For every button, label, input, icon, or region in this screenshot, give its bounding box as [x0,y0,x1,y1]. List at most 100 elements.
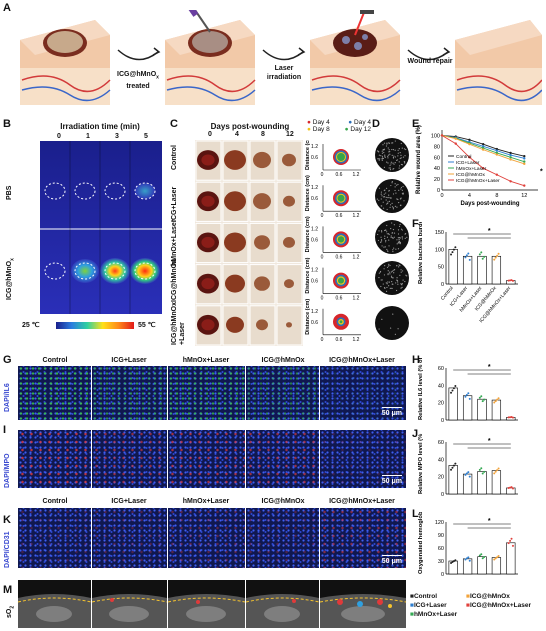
bacteria-colony [386,233,388,235]
bacteria-colony [383,246,385,248]
bar-y-tick: 20 [438,475,444,481]
day-legend: ● Day 4 ● Day 4 ● Day 8 ● Day 12 [307,119,371,133]
bacteria-colony [391,142,393,144]
bacteria-colony [389,168,392,171]
bacteria-colony [384,246,386,248]
bacteria-colony [400,142,402,145]
panel-label-i: I [3,424,7,436]
schematic-illustration [20,10,542,105]
bacteria-colony [400,271,402,273]
bacteria-colony [396,239,398,241]
bar-point [511,544,514,547]
bar [506,542,516,575]
bar-point [496,398,499,401]
chart-h-il6: 0 20 40 60 Relative IL6 level (% of DAPI) * [418,358,518,424]
bacteria-colony [384,156,386,159]
panel-label-a: A [3,2,11,14]
bacteria-colony [401,238,403,240]
bar-point [452,464,455,467]
bar-point [511,416,514,419]
bacteria-colony [390,235,392,237]
legend-icg-hmnox: ■ICG@hMnOx [466,593,510,600]
bacteria-colony [391,148,393,151]
bacteria-colony [392,228,395,231]
bar-point [454,385,457,388]
e-y-tick: 40 [434,166,440,172]
wound-spot [284,279,294,289]
bar-point [483,398,486,401]
wound-trace [337,153,345,161]
e-point [509,151,512,155]
bacteria-colony [385,203,388,205]
time-label-5: 5 [144,133,148,140]
bar [491,470,502,495]
bacteria-colony [390,228,392,230]
chart-e-wound-area: 0 20 40 60 80 100 0 4 8 12 Relative wound area (%)… [416,125,543,207]
bacteria-colony [394,189,396,192]
row-label-icg-hmnox-laser: ICG@hMnOx +Laser [171,302,186,345]
bacteria-colony [385,187,388,189]
bacteria-colony [386,236,389,238]
bacteria-colony [399,223,401,226]
bacteria-colony [384,155,386,157]
bacteria-colony [386,283,388,285]
bacteria-colony [384,265,386,267]
distance-tick: 1.2 [311,268,318,274]
bacteria-colony [400,163,403,166]
bar-point [481,400,484,403]
e-point [440,134,444,137]
bacteria-colony [391,280,393,283]
distance-axis-label: Distance (cm) [305,175,311,211]
e-point [509,156,512,159]
bar-point [468,559,471,562]
e-point [495,149,499,152]
days-title: Days post-wounding [210,122,290,131]
wound-spot [253,193,271,210]
temp-low: 25 ℃ [22,322,40,329]
bar-y-label: Relative MPO level (% of DAPI) [418,432,424,494]
bacteria-colony [391,180,393,183]
bacteria-colony [403,148,406,150]
bacteria-colony [387,147,389,149]
micrograph-i-1 [18,430,91,488]
bar-y-tick: 120 [435,520,444,526]
bacteria-colony [402,279,404,281]
distance-tick: 0.6 [336,213,343,219]
micrograph-i-3 [168,430,245,488]
bacteria-colony [386,248,388,251]
bacteria-colony [403,160,406,163]
bacteria-colony [383,151,385,154]
bacteria-colony [400,287,402,289]
distance-axis-label: Distance (cm) [305,140,311,170]
bacteria-colony [386,231,388,233]
bacteria-colony [387,157,389,159]
row-label-dapi-cd31: DAPI/CD31 [4,531,11,568]
bacteria-colony [382,149,384,151]
bar-y-tick: 0 [441,492,444,498]
distance-axis-label: Distance (cm) [305,216,311,252]
bar-point [465,394,468,397]
distance-tick: 0 [321,213,324,219]
micrograph-i-5: 50 μm [320,430,406,488]
bacteria-colony [397,248,400,250]
bacteria-colony [380,241,382,244]
time-label-3: 3 [115,133,119,140]
chart-j-mpo: 0 20 40 60 Relative MPO level (% of DAPI) * [418,432,518,498]
bacteria-colony [389,206,391,208]
bar-y-tick: 30 [438,559,444,565]
bar [477,255,487,285]
e-y-tick: 60 [434,155,440,161]
distance-tick: 1.2 [353,296,360,302]
bacteria-colony [398,165,401,167]
legend-day4-blue: ● Day 4 [348,119,371,126]
bacteria-colony [392,142,394,144]
wound-photos [195,140,303,346]
bacteria-colony [389,167,391,169]
bacteria-colony [378,199,380,201]
bacteria-colony [397,152,399,154]
bar-point [452,387,455,390]
micrograph-g-2 [92,366,167,420]
bacteria-colony [396,159,398,161]
bacteria-colony [396,264,398,267]
scalebar-k: 50 μm [381,555,403,565]
